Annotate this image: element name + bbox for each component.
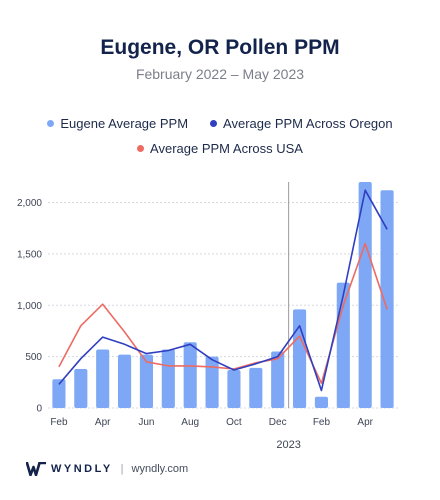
y-tick-label: 500: [25, 352, 42, 363]
bar-oct-2022: [227, 369, 241, 408]
year-label: 2023: [276, 439, 300, 451]
bar-nov-2022: [249, 367, 263, 408]
footer-url[interactable]: wyndly.com: [131, 463, 189, 475]
x-tick-label: Aug: [181, 417, 199, 428]
legend-row-2: Average PPM Across USA: [0, 141, 440, 156]
x-tick-label: Feb: [313, 417, 331, 428]
legend-item-oregon[interactable]: Average PPM Across Oregon: [210, 116, 393, 131]
legend-label-usa: Average PPM Across USA: [150, 141, 303, 156]
legend-swatch-oregon: [210, 120, 218, 127]
x-tick-label: Feb: [50, 417, 68, 428]
bar-jul-2022: [161, 349, 175, 408]
y-tick-label: 2,000: [17, 198, 42, 209]
legend-swatch-usa: [137, 145, 145, 152]
brand-name: WYNDLY: [51, 463, 113, 475]
chart-svg: 0 500 1,000 1,500 2,000 Feb Apr Jun Aug Oct Dec Feb…: [17, 182, 398, 451]
line-average-ppm-across-oregon: [58, 189, 388, 392]
x-tick-label: Apr: [95, 417, 111, 428]
footer: WYNDLY | wyndly.com: [26, 462, 188, 476]
x-tick-label: Apr: [357, 417, 373, 428]
bar-may-2023: [380, 190, 394, 408]
bar-jan-2023: [293, 309, 307, 408]
bar-aug-2022: [183, 342, 197, 408]
x-tick-label: Dec: [269, 417, 287, 428]
wyndly-logo-icon: [26, 462, 46, 476]
bar-apr-2023: [358, 182, 372, 408]
y-tick-label: 0: [36, 404, 42, 415]
footer-divider: |: [120, 463, 124, 475]
legend-label-oregon: Average PPM Across Oregon: [223, 116, 393, 131]
bar-dec-2022: [271, 351, 285, 408]
chart-title: Eugene, OR Pollen PPM: [100, 36, 340, 59]
bar-sep-2022: [205, 356, 219, 408]
legend-swatch-eugene: [47, 120, 55, 127]
bar-feb-2022: [52, 379, 66, 408]
legend-label-eugene: Eugene Average PPM: [60, 116, 189, 131]
brand-logo: WYNDLY: [26, 462, 113, 476]
bar-may-2022: [118, 354, 132, 408]
bar-mar-2022: [74, 368, 88, 408]
legend-item-eugene[interactable]: Eugene Average PPM: [47, 116, 188, 131]
legend-row-1: Eugene Average PPM Average PPM Across Or…: [0, 116, 440, 131]
x-tick-label: Oct: [226, 417, 242, 428]
bar-feb-2023: [314, 396, 328, 408]
bar-apr-2022: [96, 349, 110, 408]
y-tick-label: 1,500: [17, 249, 42, 260]
bar-jun-2022: [139, 354, 153, 408]
y-tick-label: 1,000: [17, 301, 42, 312]
legend-item-usa[interactable]: Average PPM Across USA: [137, 141, 303, 156]
bar-mar-2023: [336, 282, 350, 408]
chart-subtitle: February 2022 – May 2023: [135, 66, 305, 82]
x-tick-label: Jun: [138, 417, 154, 428]
